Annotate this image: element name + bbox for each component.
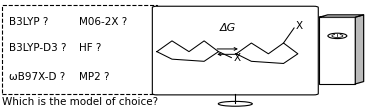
Polygon shape bbox=[355, 15, 364, 84]
Text: M06-2X ?: M06-2X ? bbox=[79, 17, 128, 27]
Text: ΔG: ΔG bbox=[220, 23, 235, 33]
Text: X: X bbox=[295, 21, 302, 31]
Text: Which is the model of choice?: Which is the model of choice? bbox=[2, 97, 158, 107]
Ellipse shape bbox=[218, 101, 252, 106]
Text: MP2 ?: MP2 ? bbox=[79, 72, 110, 82]
Polygon shape bbox=[319, 15, 364, 17]
Text: B3LYP ?: B3LYP ? bbox=[9, 17, 49, 27]
Text: X: X bbox=[233, 53, 240, 63]
FancyBboxPatch shape bbox=[152, 6, 318, 95]
Text: ωB97X-D ?: ωB97X-D ? bbox=[9, 72, 66, 82]
Text: B3LYP-D3 ?: B3LYP-D3 ? bbox=[9, 43, 67, 53]
FancyBboxPatch shape bbox=[319, 17, 355, 84]
Text: HF ?: HF ? bbox=[79, 43, 102, 53]
Circle shape bbox=[328, 33, 347, 39]
